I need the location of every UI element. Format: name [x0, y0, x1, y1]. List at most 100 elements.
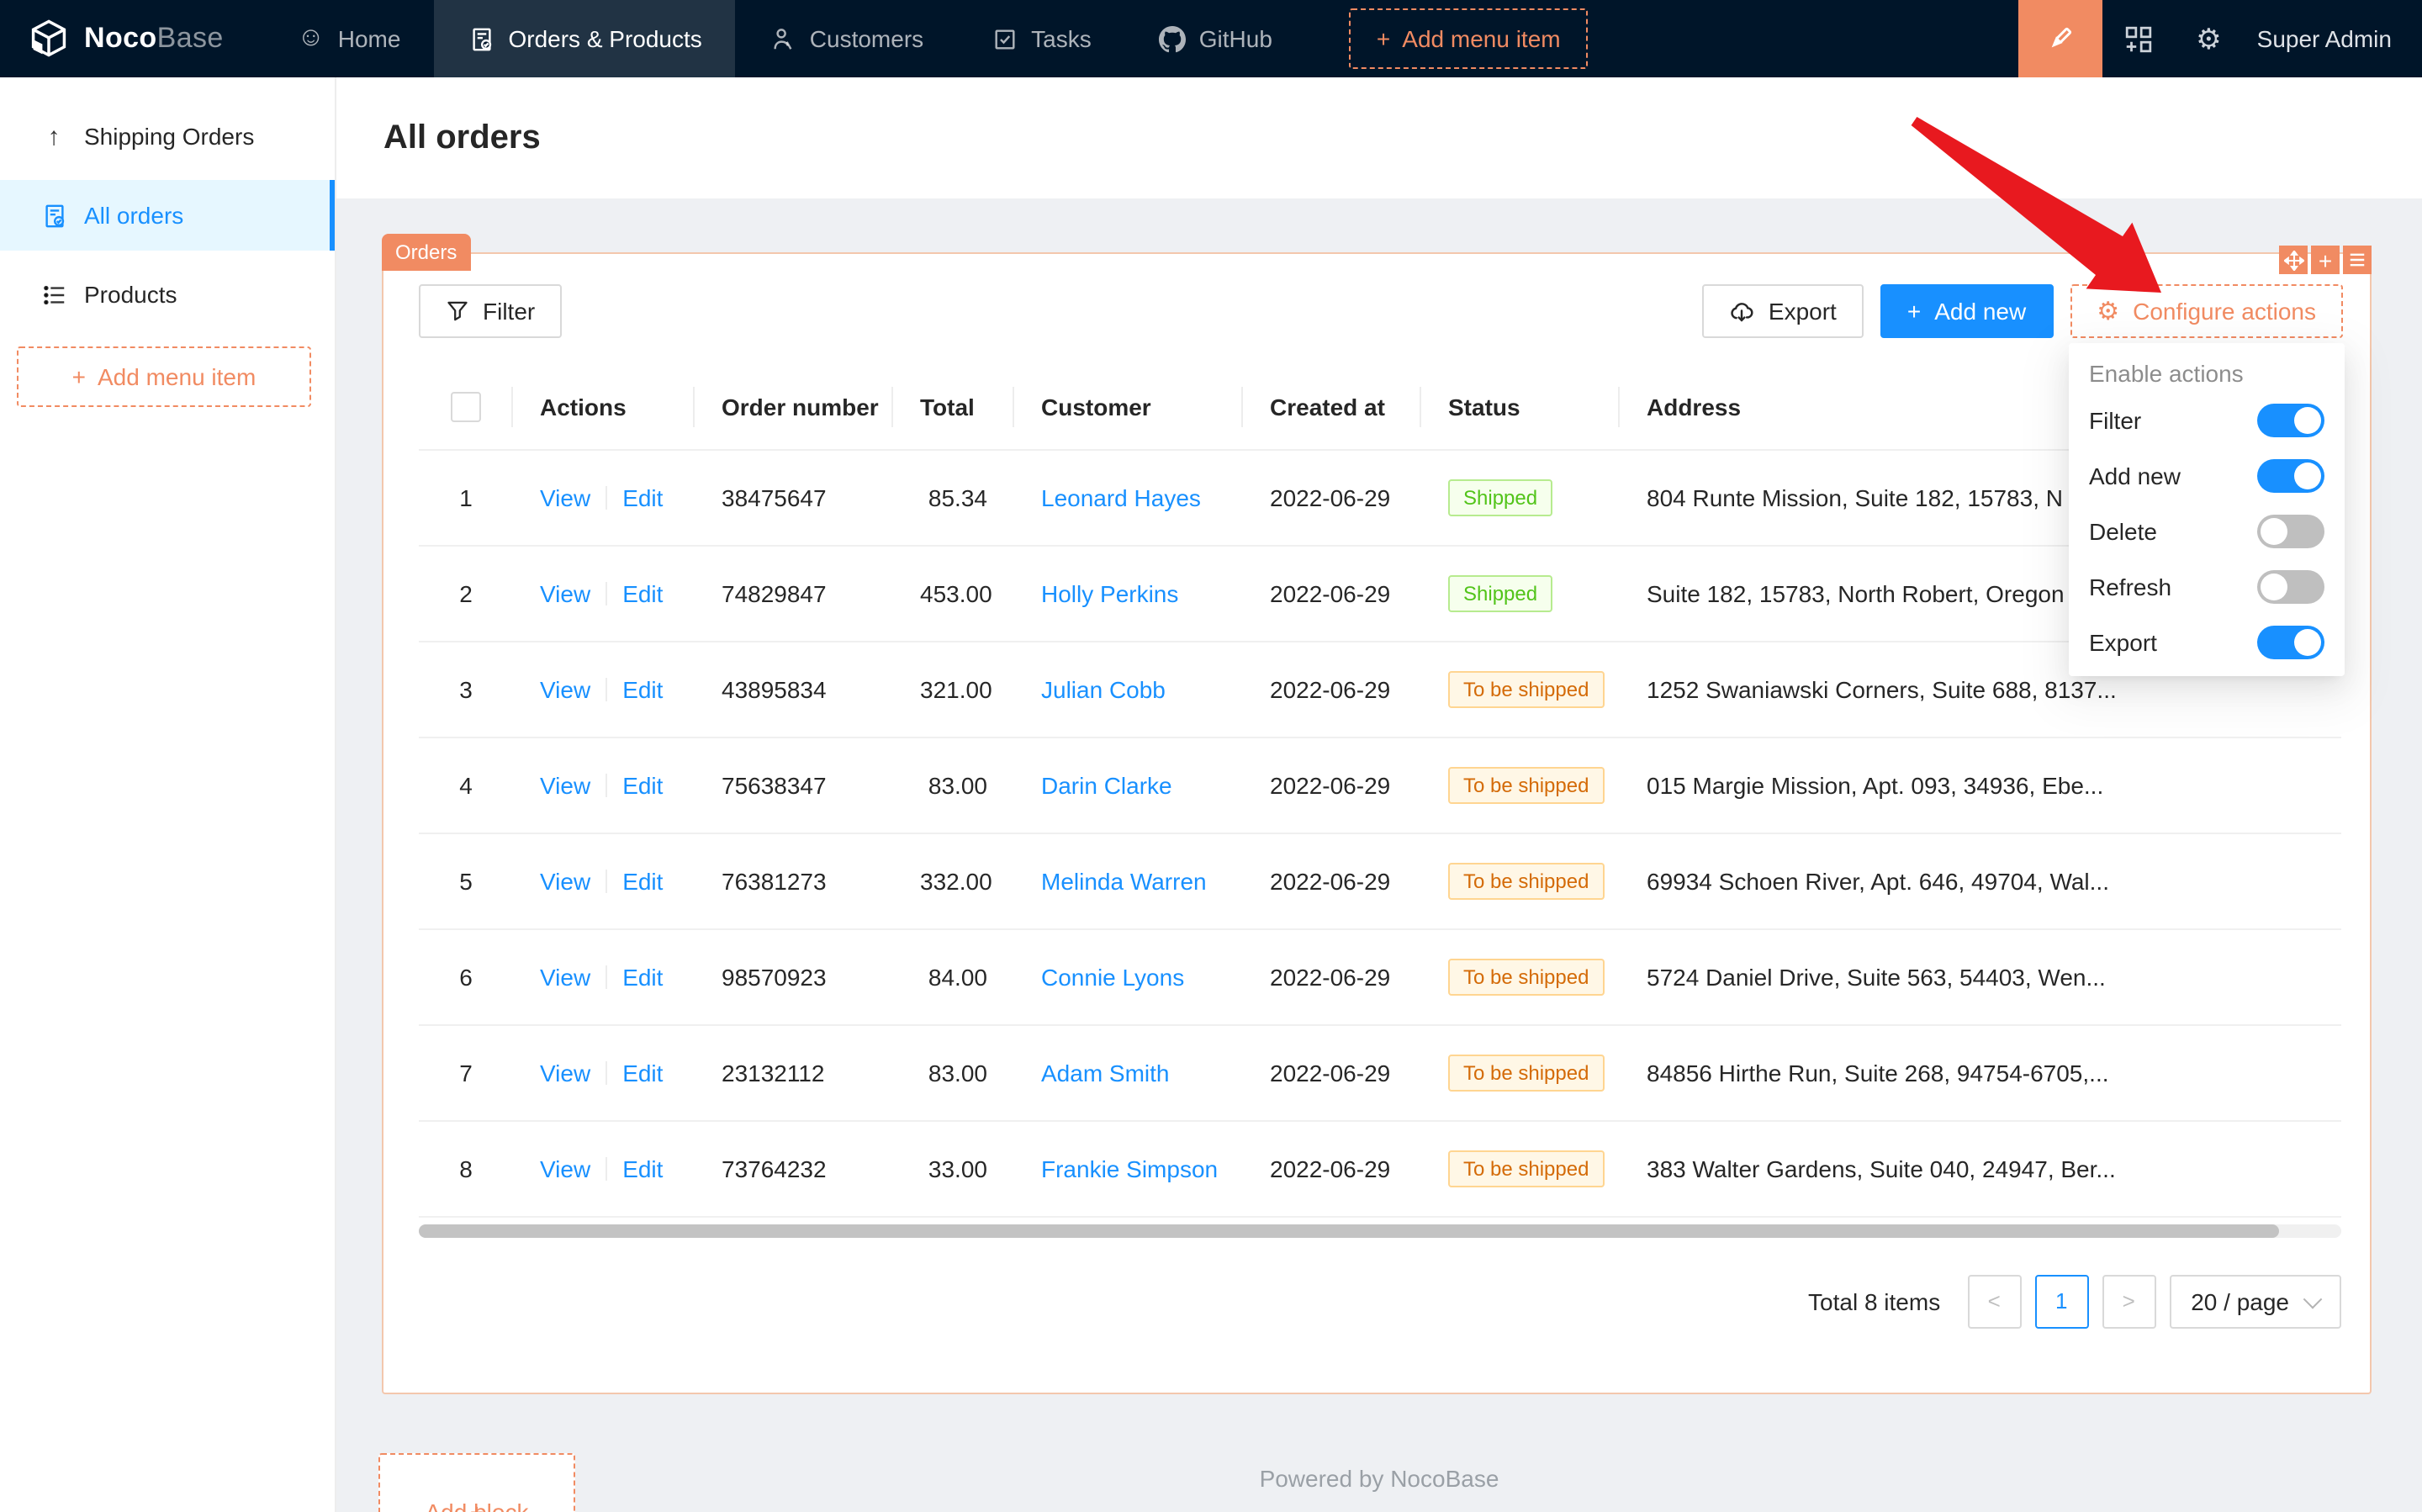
table-row[interactable]: 5 View Edit 76381273 332.00 Melinda Warre…: [419, 833, 2341, 929]
enable-action-item[interactable]: Delete: [2069, 503, 2345, 558]
enable-action-item[interactable]: Add new: [2069, 447, 2345, 503]
enable-action-item[interactable]: Refresh: [2069, 558, 2345, 614]
created-at-cell: 2022-06-29: [1243, 1120, 1421, 1217]
customer-link[interactable]: Leonard Hayes: [1041, 484, 1201, 510]
customer-link[interactable]: Holly Perkins: [1041, 579, 1179, 606]
row-actions: View Edit: [513, 928, 695, 1025]
table-row[interactable]: 1 View Edit 38475647 85.34 Leonard Hayes …: [419, 449, 2341, 546]
table-row[interactable]: 6 View Edit 98570923 84.00 Connie Lyons 2…: [419, 928, 2341, 1025]
customer-link[interactable]: Frankie Simpson: [1041, 1155, 1219, 1182]
row-actions: View Edit: [513, 449, 695, 546]
row-actions: View Edit: [513, 1024, 695, 1121]
plugin-manager-icon[interactable]: [2123, 24, 2152, 53]
drag-handle-icon[interactable]: [2279, 246, 2308, 274]
table-row[interactable]: 4 View Edit 75638347 83.00 Darin Clarke 2…: [419, 737, 2341, 833]
view-link[interactable]: View: [540, 579, 591, 606]
row-index: 7: [419, 1024, 513, 1121]
toggle-switch[interactable]: [2257, 569, 2324, 603]
edit-link[interactable]: Edit: [622, 484, 664, 510]
user-menu[interactable]: Super Admin: [2256, 25, 2392, 52]
customer-link[interactable]: Adam Smith: [1041, 1059, 1170, 1086]
view-link[interactable]: View: [540, 675, 591, 702]
edit-link[interactable]: Edit: [622, 675, 664, 702]
status-tag: To be shipped: [1448, 862, 1605, 899]
sidebar-item-shipping-orders[interactable]: ↑ Shipping Orders: [0, 101, 335, 172]
pagination-next-button[interactable]: >: [2102, 1274, 2156, 1328]
column-header-customer[interactable]: Customer: [1014, 365, 1243, 450]
nav-add-menu-item-button[interactable]: + Add menu item: [1349, 8, 1588, 69]
address-cell: 383 Walter Gardens, Suite 040, 24947, Be…: [1620, 1120, 2341, 1217]
table-row[interactable]: 3 View Edit 43895834 321.00 Julian Cobb 2…: [419, 641, 2341, 737]
table-row[interactable]: 7 View Edit 23132112 83.00 Adam Smith 202…: [419, 1024, 2341, 1121]
row-actions: View Edit: [513, 545, 695, 642]
nav-tab-github[interactable]: GitHub: [1125, 0, 1306, 77]
column-header-actions[interactable]: Actions: [513, 365, 695, 450]
row-index: 2: [419, 545, 513, 642]
block-menu-icon[interactable]: [2343, 246, 2372, 274]
view-link[interactable]: View: [540, 867, 591, 894]
sidebar-item-products[interactable]: Products: [0, 259, 335, 330]
nav-tab-customers[interactable]: Customers: [736, 0, 957, 77]
edit-link[interactable]: Edit: [622, 579, 664, 606]
pagination-page-1[interactable]: 1: [2034, 1274, 2089, 1328]
view-link[interactable]: View: [540, 1155, 591, 1182]
order-number-cell: 74829847: [695, 545, 893, 642]
scrollbar-thumb[interactable]: [419, 1224, 2279, 1237]
column-header-status[interactable]: Status: [1421, 365, 1620, 450]
created-at-cell: 2022-06-29: [1243, 833, 1421, 929]
enable-action-item[interactable]: Filter: [2069, 392, 2345, 447]
table-row[interactable]: 2 View Edit 74829847 453.00 Holly Perkins…: [419, 545, 2341, 642]
edit-link[interactable]: Edit: [622, 1155, 664, 1182]
status-tag: To be shipped: [1448, 670, 1605, 707]
nocobase-logo[interactable]: NocoBase: [0, 17, 264, 61]
nav-tab-tasks[interactable]: Tasks: [957, 0, 1125, 77]
highlighter-icon: [2044, 24, 2075, 54]
customer-link[interactable]: Julian Cobb: [1041, 675, 1166, 702]
select-all-checkbox[interactable]: [451, 391, 481, 422]
customer-link[interactable]: Melinda Warren: [1041, 867, 1207, 894]
sidebar-item-label: Products: [84, 281, 177, 308]
toggle-switch[interactable]: [2257, 403, 2324, 436]
toggle-switch[interactable]: [2257, 458, 2324, 492]
edit-link[interactable]: Edit: [622, 963, 664, 990]
nav-tab-orders-products[interactable]: Orders & Products: [434, 0, 736, 77]
column-header-order-number[interactable]: Order number: [695, 365, 893, 450]
customer-link[interactable]: Darin Clarke: [1041, 771, 1172, 798]
add-new-button[interactable]: + Add new: [1880, 284, 2054, 338]
view-link[interactable]: View: [540, 1059, 591, 1086]
edit-link[interactable]: Edit: [622, 771, 664, 798]
cube-logo-icon: [27, 17, 71, 61]
order-number-cell: 38475647: [695, 449, 893, 546]
toggle-switch[interactable]: [2257, 514, 2324, 547]
plus-icon: +: [469, 1499, 484, 1512]
toggle-switch[interactable]: [2257, 625, 2324, 658]
export-button[interactable]: Export: [1702, 284, 1864, 338]
customer-link[interactable]: Connie Lyons: [1041, 963, 1185, 990]
page-size-select[interactable]: 20 / page: [2169, 1274, 2341, 1328]
pagination-prev-button[interactable]: <: [1967, 1274, 2022, 1328]
view-link[interactable]: View: [540, 484, 591, 510]
table-row[interactable]: 8 View Edit 73764232 33.00 Frankie Simpso…: [419, 1120, 2341, 1217]
add-block-icon[interactable]: +: [2311, 246, 2340, 274]
configure-actions-button[interactable]: ⚙ Configure actions: [2070, 284, 2343, 338]
add-block-button[interactable]: + Add block: [378, 1453, 575, 1512]
edit-link[interactable]: Edit: [622, 1059, 664, 1086]
address-cell: 5724 Daniel Drive, Suite 563, 54403, Wen…: [1620, 928, 2341, 1025]
sidebar-item-all-orders[interactable]: All orders: [0, 180, 335, 251]
nav-tab-home[interactable]: ☺ Home: [264, 0, 435, 77]
enable-action-label: Add new: [2089, 462, 2181, 489]
file-check-icon: [40, 203, 67, 228]
row-actions: View Edit: [513, 641, 695, 737]
view-link[interactable]: View: [540, 771, 591, 798]
row-actions: View Edit: [513, 833, 695, 929]
ui-editor-button[interactable]: [2017, 0, 2102, 77]
view-link[interactable]: View: [540, 963, 591, 990]
column-header-created-at[interactable]: Created at: [1243, 365, 1421, 450]
status-cell: To be shipped: [1421, 1024, 1620, 1121]
sidebar-add-menu-item-button[interactable]: + Add menu item: [17, 346, 311, 407]
edit-link[interactable]: Edit: [622, 867, 664, 894]
settings-gear-icon[interactable]: ⚙: [2196, 23, 2222, 55]
filter-button[interactable]: Filter: [419, 284, 563, 338]
column-header-total[interactable]: Total: [893, 365, 1014, 450]
enable-action-item[interactable]: Export: [2069, 614, 2345, 669]
